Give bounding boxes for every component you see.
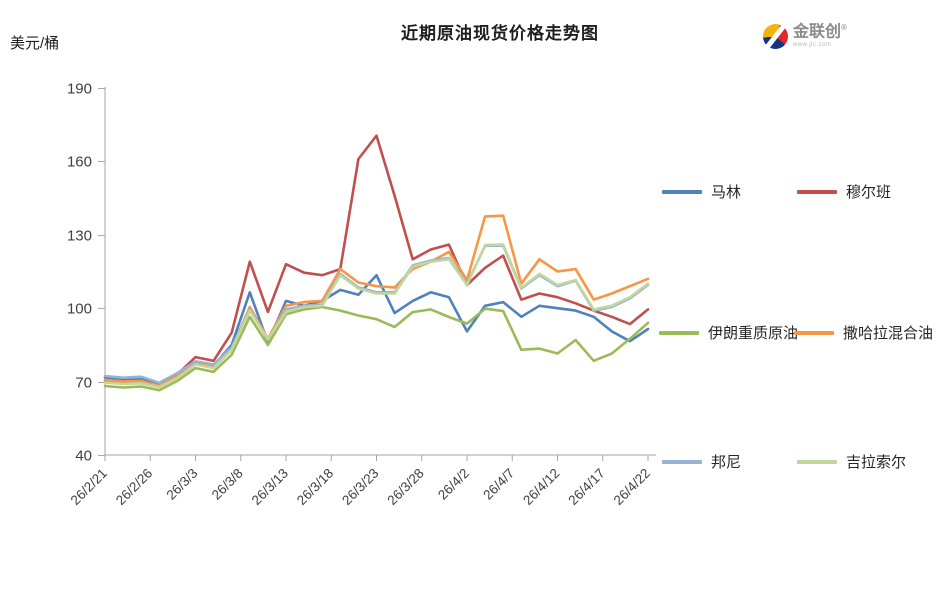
legend-swatch bbox=[794, 330, 834, 335]
legend-swatch bbox=[797, 189, 837, 194]
x-tick-label: 26/4/12 bbox=[520, 466, 562, 508]
legend-swatch bbox=[659, 330, 699, 335]
brand-logo: 金联创® www.jlc.com bbox=[763, 24, 847, 49]
brand-url: www.jlc.com bbox=[793, 42, 832, 49]
x-tick-label: 26/2/26 bbox=[113, 466, 155, 508]
registered-mark-icon: ® bbox=[841, 23, 847, 32]
series-line-4 bbox=[103, 244, 650, 385]
legend-label: 撒哈拉混合油 bbox=[843, 325, 934, 342]
legend-item-murban: 穆尔班 bbox=[797, 181, 891, 202]
legend-item-saharan-blend: 撒哈拉混合油 bbox=[794, 322, 933, 343]
legend-item-girassol: 吉拉索尔 bbox=[797, 451, 906, 472]
x-tick-label: 26/4/22 bbox=[611, 466, 653, 508]
legend-swatch bbox=[662, 459, 702, 464]
legend-label: 穆尔班 bbox=[846, 184, 892, 201]
series-line-2 bbox=[103, 305, 650, 392]
brand-logo-icon bbox=[763, 24, 788, 49]
legend-label: 邦尼 bbox=[711, 454, 742, 471]
x-tick-label: 26/3/3 bbox=[163, 466, 200, 503]
y-tick-label: 40 bbox=[75, 448, 92, 465]
brand-name: 金联创® bbox=[793, 23, 847, 41]
x-tick-label: 26/3/13 bbox=[249, 466, 291, 508]
legend-item-iran-heavy: 伊朗重质原油 bbox=[659, 322, 798, 343]
legend-label: 伊朗重质原油 bbox=[708, 325, 799, 342]
x-tick-label: 26/3/8 bbox=[209, 466, 246, 503]
x-tick-label: 26/4/2 bbox=[435, 466, 472, 503]
chart-title: 近期原油现货价格走势图 bbox=[401, 24, 599, 43]
legend-swatch bbox=[797, 459, 837, 464]
legend-label: 吉拉索尔 bbox=[846, 454, 907, 471]
series-line-1 bbox=[103, 134, 650, 388]
legend-swatch bbox=[662, 189, 702, 194]
y-tick-label: 100 bbox=[67, 301, 92, 318]
y-axis-unit-label: 美元/桶 bbox=[10, 35, 60, 52]
x-tick-label: 26/3/23 bbox=[339, 466, 381, 508]
legend-item-malin: 马林 bbox=[662, 181, 741, 202]
y-tick-label: 160 bbox=[67, 154, 92, 171]
x-tick-label: 26/3/18 bbox=[294, 466, 336, 508]
y-tick-label: 130 bbox=[67, 228, 92, 245]
legend-item-bonny: 邦尼 bbox=[662, 451, 741, 472]
brand-logo-text: 金联创® www.jlc.com bbox=[793, 23, 847, 49]
x-tick-label: 26/3/28 bbox=[384, 466, 426, 508]
x-tick-label: 26/4/7 bbox=[480, 466, 517, 503]
series-line-5 bbox=[103, 243, 650, 389]
x-tick-label: 26/4/17 bbox=[565, 466, 607, 508]
y-tick-label: 70 bbox=[75, 375, 92, 392]
y-tick-label: 190 bbox=[67, 81, 92, 98]
legend-label: 马林 bbox=[711, 184, 742, 201]
x-tick-label: 26/2/21 bbox=[68, 466, 110, 508]
